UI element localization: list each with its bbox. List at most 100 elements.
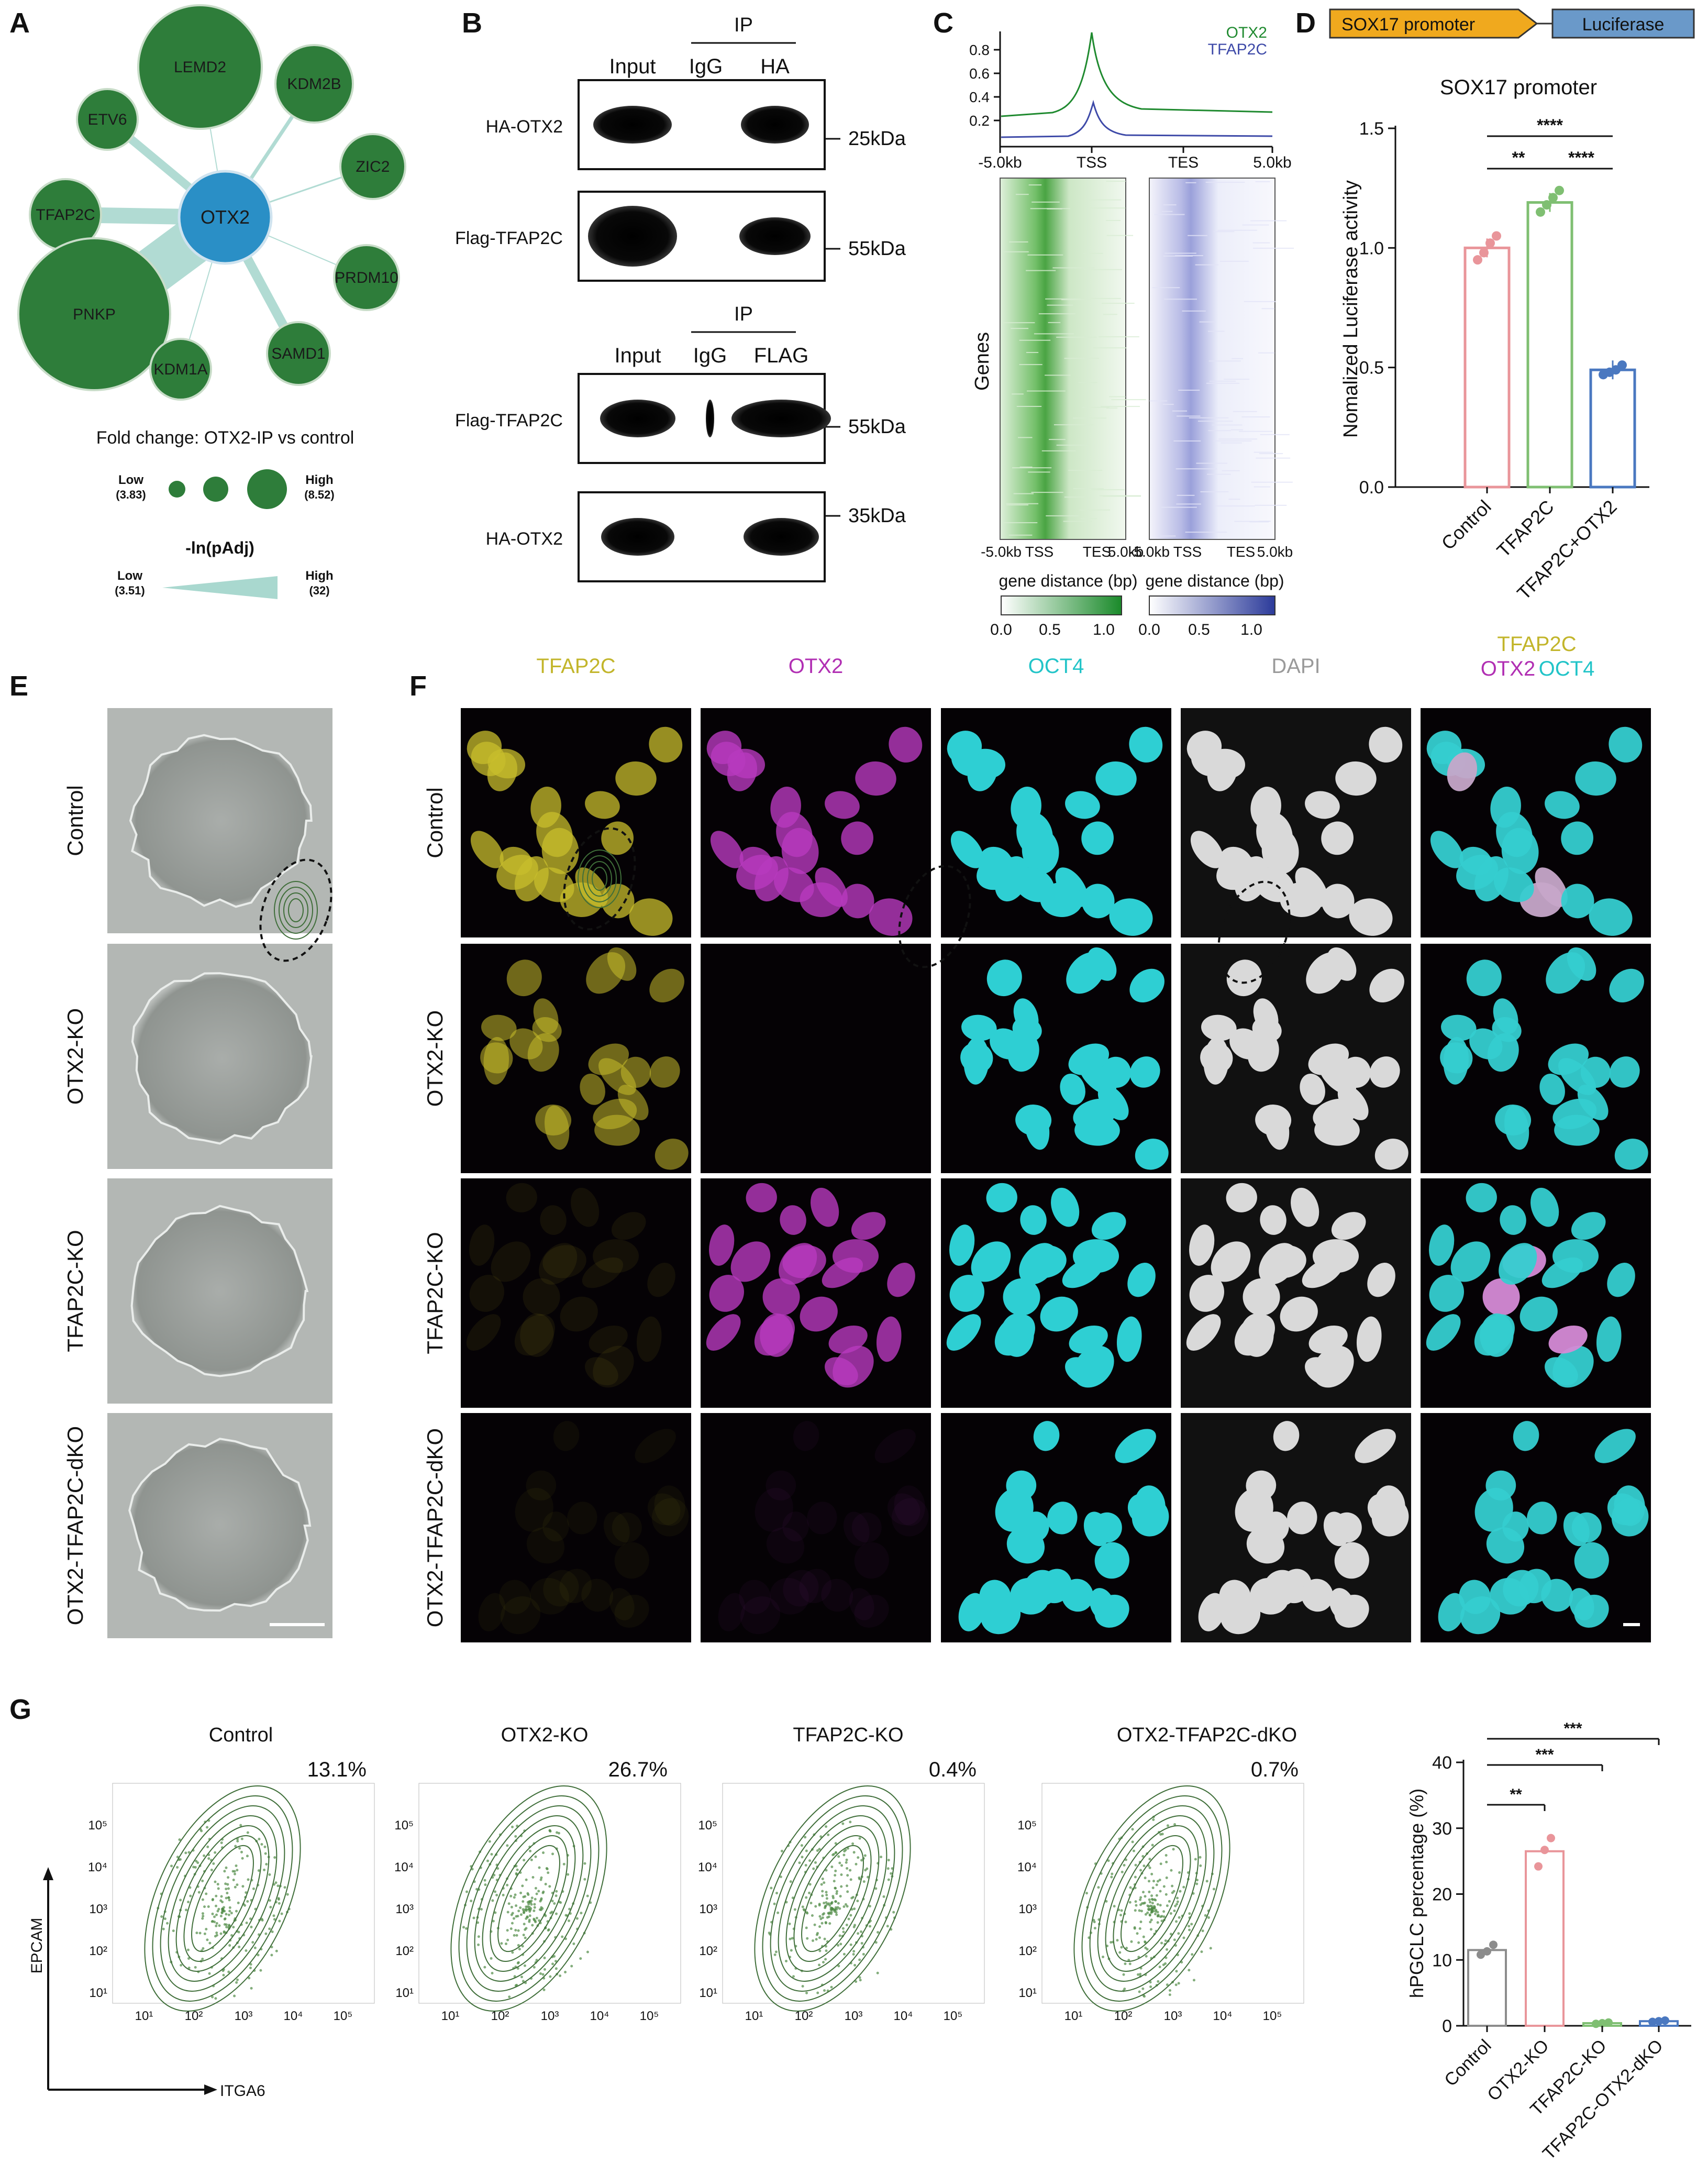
flow-dot	[1156, 1921, 1159, 1924]
heatmap-otx2-streak	[1111, 399, 1146, 401]
nucleus	[1483, 1029, 1524, 1076]
flow-dot	[178, 1838, 181, 1841]
flow-title-3: OTX2-TFAP2C-dKO	[1117, 1724, 1297, 1746]
flow-dot	[221, 1901, 224, 1904]
flow-dot	[806, 1937, 809, 1940]
flow-dot	[509, 1894, 513, 1897]
flow-dot	[1169, 1933, 1172, 1936]
b-bot-marker-0: 55kDa	[848, 416, 906, 438]
flow-dot	[257, 1954, 260, 1957]
flow-dot	[227, 1970, 230, 1973]
flow-dot	[205, 1927, 208, 1930]
b-top-marker-1: 55kDa	[848, 238, 906, 260]
flow-dot	[863, 1854, 867, 1857]
chart-g-sig-0: **	[1510, 1786, 1522, 1803]
nucleus	[1544, 1338, 1602, 1396]
node-lemd2	[137, 4, 263, 130]
flow-dot	[533, 1909, 536, 1912]
flow-dot	[250, 1987, 253, 1990]
heatmap-tfap2c-streak	[1252, 242, 1270, 244]
heatmap-tfap2c-streak	[1254, 486, 1271, 488]
b-top-row-label-0: HA-OTX2	[486, 117, 563, 137]
flow-dot	[549, 1975, 552, 1978]
flow-dot	[1160, 1941, 1163, 1945]
flow-dot	[547, 1929, 550, 1932]
flow-dot	[775, 1892, 779, 1895]
node-zic2	[339, 133, 406, 200]
nucleus	[986, 1306, 1043, 1363]
nucleus	[971, 848, 1024, 896]
flow-plot-frame-1	[418, 1783, 681, 2004]
flow-dot	[1113, 1905, 1116, 1908]
flow-dot	[494, 1890, 497, 1893]
flow-dot	[220, 1911, 224, 1914]
profile-line-otx2	[1001, 32, 1273, 117]
flow-dot	[246, 1831, 249, 1834]
flow-dot	[791, 1937, 794, 1940]
flow-dot	[1102, 1955, 1105, 1958]
flow-dot	[241, 1857, 244, 1860]
nucleus	[714, 1590, 749, 1635]
flow-dot	[1141, 1891, 1145, 1894]
if-nuclei-r1-c4	[1436, 942, 1653, 1175]
heatmap-otx2-streak	[1002, 322, 1035, 324]
flow-dot	[1207, 1916, 1210, 1919]
heatmap-tfap2c-streak	[1216, 505, 1255, 507]
colorbar-green-tick-0: 0.0	[990, 621, 1012, 638]
nucleus	[1304, 1338, 1362, 1396]
flow-dot	[828, 1911, 831, 1914]
fc-circle-small	[169, 481, 185, 498]
flow-dot	[250, 1925, 253, 1928]
flow-dot	[538, 1866, 541, 1869]
flow-dot	[1147, 1908, 1150, 1912]
heatmap-tfap2c-streak	[1162, 404, 1174, 405]
colorbar-blue	[1149, 595, 1276, 615]
flow-dot	[176, 1866, 179, 1869]
flow-dot	[184, 1851, 187, 1855]
flow-dot	[212, 1898, 215, 1901]
flow-dot	[1139, 1896, 1143, 1899]
nucleus	[1011, 1235, 1065, 1292]
flow-dot	[568, 1907, 571, 1911]
flow-dot	[821, 1890, 824, 1893]
heatmap-otx2-streak	[1034, 333, 1074, 335]
flow-dot	[880, 1856, 883, 1859]
nucleus	[1256, 1563, 1306, 1614]
nucleus	[1016, 1563, 1067, 1614]
flow-dot	[860, 1859, 863, 1862]
flow-dot	[257, 1869, 260, 1872]
flow-dot	[1175, 1920, 1178, 1923]
heatmap-tfap2c-streak	[1260, 434, 1290, 435]
flow-dot	[228, 1924, 231, 1927]
nucleus	[723, 1233, 778, 1289]
nucleus	[495, 1576, 534, 1617]
heatmap-tfap2c-streak	[1206, 382, 1240, 384]
flow-dot	[238, 1945, 241, 1948]
nucleus	[460, 1308, 507, 1357]
nucleus	[641, 1487, 687, 1532]
flow-dot	[851, 1842, 855, 1845]
heatmap-otx2-streak	[1012, 393, 1024, 395]
flow-dot	[825, 1893, 828, 1896]
nucleus	[585, 1320, 632, 1359]
fc-high-value: (8.52)	[304, 488, 334, 501]
colorbar-green-tick-2: 1.0	[1093, 621, 1115, 638]
flow-dot	[219, 1932, 223, 1935]
chart-g-point-1-0	[1534, 1862, 1543, 1871]
nucleus	[1114, 1315, 1144, 1363]
b-bot-lane-0: Input	[615, 344, 661, 367]
node-samd1	[266, 321, 331, 386]
flow-dot	[506, 1938, 509, 1941]
nucleus	[1425, 1222, 1458, 1268]
flow-dot	[820, 1883, 823, 1886]
heatmap-otx2-streak	[1089, 199, 1122, 201]
flow-contour-3-1	[1113, 1835, 1191, 1962]
if-nuclei-r0-c3	[1181, 723, 1406, 940]
flow-dot	[554, 1960, 557, 1963]
flow-gate-contour-1-3	[578, 849, 622, 908]
nucleus	[881, 1487, 927, 1532]
flow-dot	[265, 1863, 268, 1866]
flow-xtick-0-4: 10⁵	[334, 2009, 353, 2023]
node-prdm10	[333, 244, 400, 311]
heatmap-tfap2c-streak	[1163, 255, 1193, 257]
